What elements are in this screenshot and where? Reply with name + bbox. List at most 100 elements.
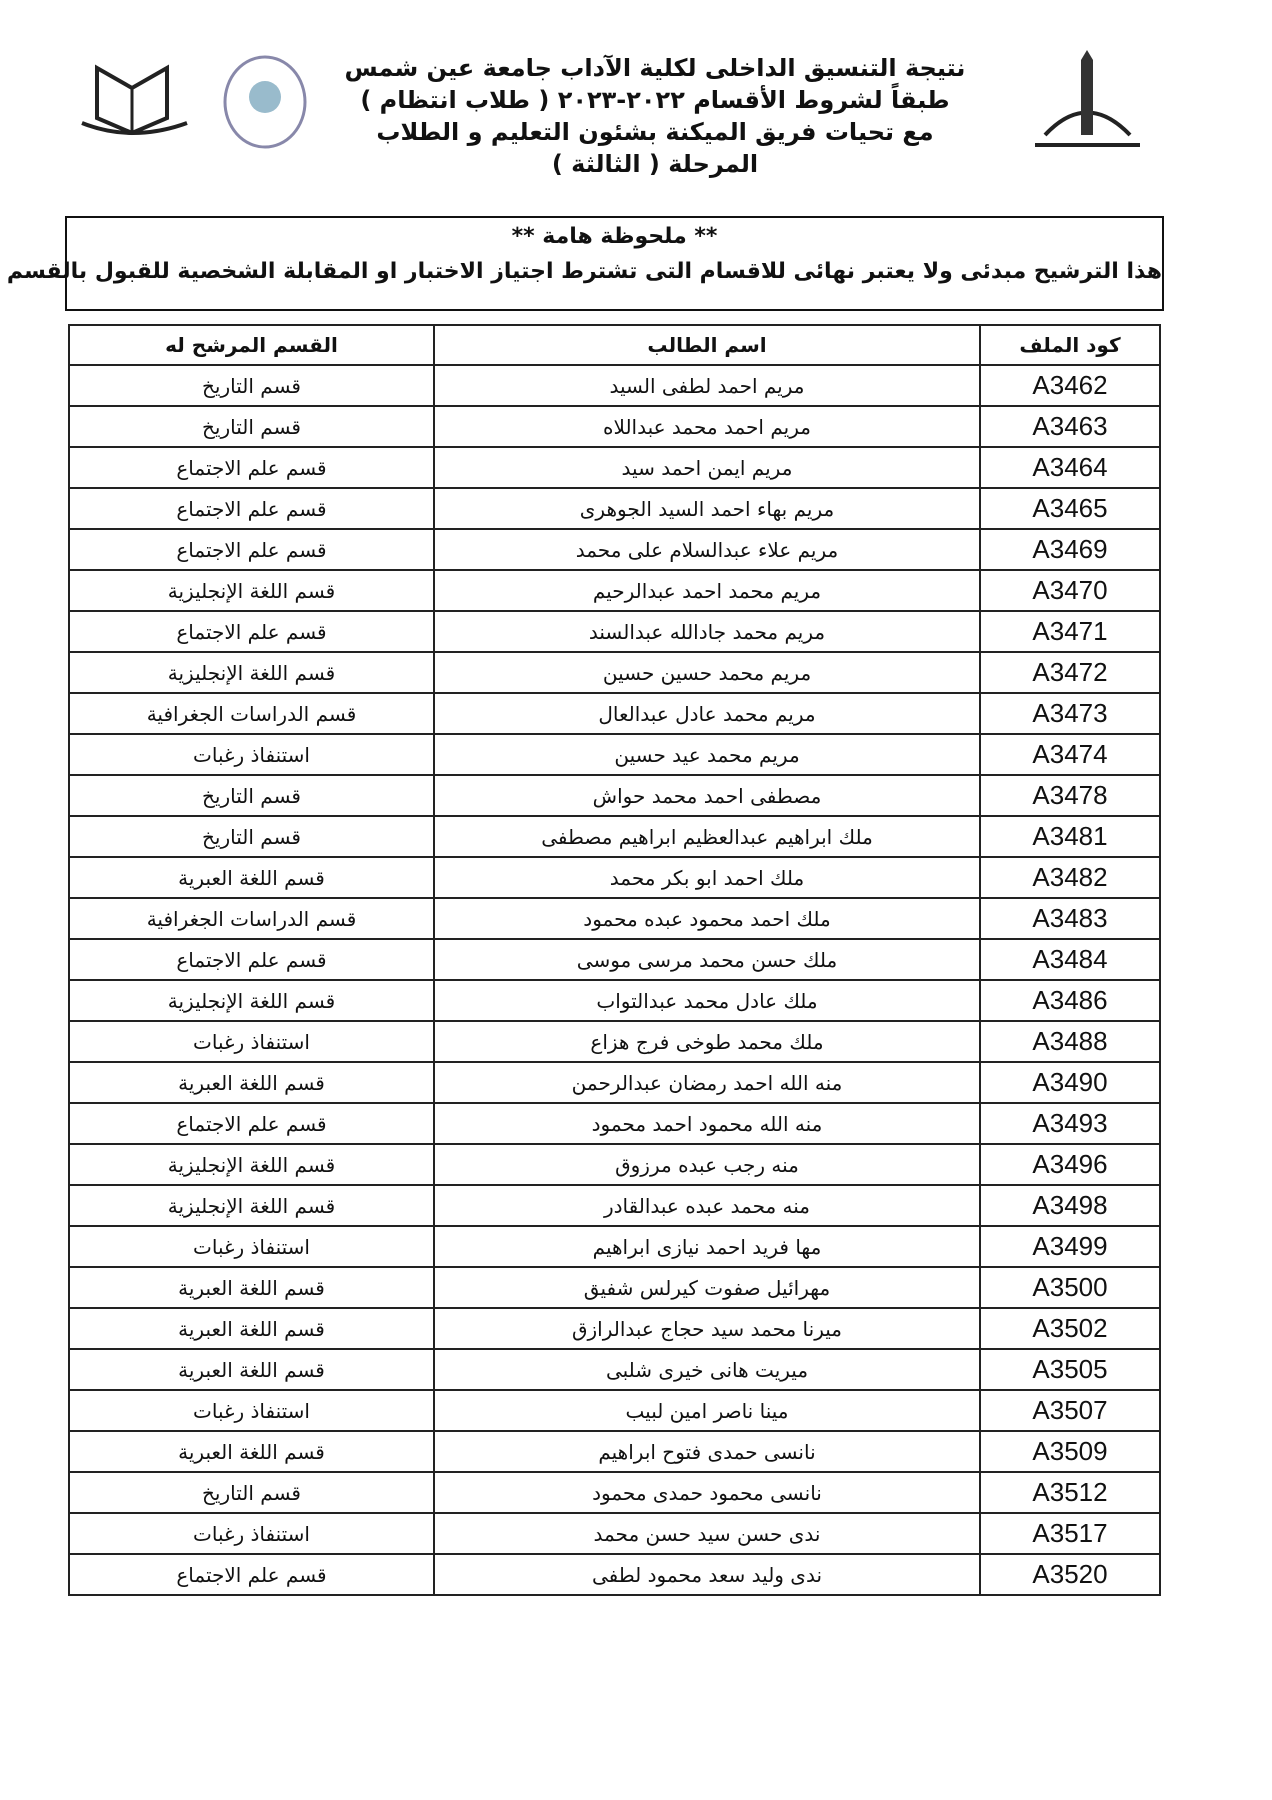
table-row: A3500 مهرائيل صفوت كيرلس شفيق قسم اللغة ال…	[68, 1266, 1161, 1309]
student-name: مريم علاء عبدالسلام على محمد	[433, 528, 981, 571]
file-code: A3470	[979, 569, 1161, 612]
department: قسم اللغة الإنجليزية	[68, 651, 435, 694]
note-title: ** ملحوظة هامة **	[511, 224, 718, 249]
file-code: A3500	[979, 1266, 1161, 1309]
table-row: A3502 ميرنا محمد سيد حجاج عبدالرازق قسم ال…	[68, 1307, 1161, 1350]
title-line: مع تحيات فريق الميكنة بشئون التعليم و ال…	[376, 118, 934, 146]
student-name: ميريت هانى خيرى شلبى	[433, 1348, 981, 1391]
table-row: A3490 منه الله احمد رمضان عبدالرحمن قسم ال…	[68, 1061, 1161, 1104]
file-code: A3464	[979, 446, 1161, 489]
table-row: A3462 مريم احمد لطفى السيد قسم التاريخ	[68, 364, 1161, 407]
department: قسم التاريخ	[68, 774, 435, 817]
file-code: A3482	[979, 856, 1161, 899]
file-code: A3474	[979, 733, 1161, 776]
department: قسم اللغة العبرية	[68, 1061, 435, 1104]
student-name: ملك احمد محمود عبده محمود	[433, 897, 981, 940]
table-row: A3486 ملك عادل محمد عبدالتواب قسم اللغة ال…	[68, 979, 1161, 1022]
column-header: اسم الطالب	[433, 324, 981, 366]
table-row: A3472 مريم محمد حسين حسين قسم اللغة الإنجل…	[68, 651, 1161, 694]
student-name: مينا ناصر امين لبيب	[433, 1389, 981, 1432]
table-row: A3496 منه رجب عبده مرزوق قسم اللغة الإنجلي…	[68, 1143, 1161, 1186]
student-name: مريم محمد عادل عبدالعال	[433, 692, 981, 735]
student-name: نانسى محمود حمدى محمود	[433, 1471, 981, 1514]
department: قسم التاريخ	[68, 815, 435, 858]
file-code: A3505	[979, 1348, 1161, 1391]
student-name: ملك محمد طوخى فرج هزاع	[433, 1020, 981, 1063]
student-name: مريم احمد لطفى السيد	[433, 364, 981, 407]
department: قسم الدراسات الجغرافية	[68, 897, 435, 940]
table-row: A3469 مريم علاء عبدالسلام على محمد قسم علم…	[68, 528, 1161, 571]
column-header: كود الملف	[979, 324, 1161, 366]
department: قسم اللغة العبرية	[68, 856, 435, 899]
department: قسم اللغة العبرية	[68, 1307, 435, 1350]
file-code: A3490	[979, 1061, 1161, 1104]
department: قسم اللغة العبرية	[68, 1266, 435, 1309]
department: قسم علم الاجتماع	[68, 487, 435, 530]
note-text: هذا الترشيح مبدئى ولا يعتبر نهائى للاقسا…	[6, 259, 1162, 284]
title-line: المرحلة ( الثالثة )	[551, 150, 759, 178]
student-name: ملك حسن محمد مرسى موسى	[433, 938, 981, 981]
table-row: A3481 ملك ابراهيم عبدالعظيم ابراهيم مصطفى…	[68, 815, 1161, 858]
file-code: A3509	[979, 1430, 1161, 1473]
table-row: A3505 ميريت هانى خيرى شلبى قسم اللغة العبر…	[68, 1348, 1161, 1391]
table-row: A3478 مصطفى احمد محمد حواش قسم التاريخ	[68, 774, 1161, 817]
table-row: A3520 ندى وليد سعد محمود لطفى قسم علم الاج…	[68, 1553, 1161, 1596]
table-row: A3499 مها فريد احمد نيازى ابراهيم استنفاذ …	[68, 1225, 1161, 1268]
department: قسم اللغة الإنجليزية	[68, 1143, 435, 1186]
table-row: A3493 منه الله محمود احمد محمود قسم علم ال…	[68, 1102, 1161, 1145]
table-row: A3463 مريم احمد محمد عبداللاه قسم التاريخ	[68, 405, 1161, 448]
table-row: A3464 مريم ايمن احمد سيد قسم علم الاجتماع	[68, 446, 1161, 489]
student-name: منه محمد عبده عبدالقادر	[433, 1184, 981, 1227]
department: قسم التاريخ	[68, 405, 435, 448]
student-name: ملك ابراهيم عبدالعظيم ابراهيم مصطفى	[433, 815, 981, 858]
table-row: A3484 ملك حسن محمد مرسى موسى قسم علم الاجت…	[68, 938, 1161, 981]
student-name: منه رجب عبده مرزوق	[433, 1143, 981, 1186]
department: قسم علم الاجتماع	[68, 938, 435, 981]
table-row: A3488 ملك محمد طوخى فرج هزاع استنفاذ رغبات	[68, 1020, 1161, 1063]
department: قسم اللغة العبرية	[68, 1430, 435, 1473]
file-code: A3462	[979, 364, 1161, 407]
table-row: A3465 مريم بهاء احمد السيد الجوهرى قسم علم…	[68, 487, 1161, 530]
institute-logo	[223, 55, 307, 149]
file-code: A3484	[979, 938, 1161, 981]
title-line: طبقاً لشروط الأقسام ٢٠٢٢-٢٠٢٣ ( طلاب انت…	[360, 86, 950, 114]
department: قسم علم الاجتماع	[68, 446, 435, 489]
file-code: A3481	[979, 815, 1161, 858]
student-name: مريم محمد عيد حسين	[433, 733, 981, 776]
student-name: مصطفى احمد محمد حواش	[433, 774, 981, 817]
department: قسم اللغة الإنجليزية	[68, 1184, 435, 1227]
student-name: منه الله محمود احمد محمود	[433, 1102, 981, 1145]
department: قسم اللغة العبرية	[68, 1348, 435, 1391]
file-code: A3520	[979, 1553, 1161, 1596]
note-box: ** ملحوظة هامة ** هذا الترشيح مبدئى ولا …	[6, 216, 1164, 311]
header-row: كود الملف اسم الطالب القسم المرشح له	[68, 324, 1161, 366]
student-name: مريم محمد احمد عبدالرحيم	[433, 569, 981, 612]
file-code: A3502	[979, 1307, 1161, 1350]
student-name: مهرائيل صفوت كيرلس شفيق	[433, 1266, 981, 1309]
department: قسم اللغة الإنجليزية	[68, 979, 435, 1022]
department: استنفاذ رغبات	[68, 1389, 435, 1432]
file-code: A3493	[979, 1102, 1161, 1145]
student-name: ملك عادل محمد عبدالتواب	[433, 979, 981, 1022]
file-code: A3463	[979, 405, 1161, 448]
file-code: A3507	[979, 1389, 1161, 1432]
table-row: A3509 نانسى حمدى فتوح ابراهيم قسم اللغة ال…	[68, 1430, 1161, 1473]
student-name: نانسى حمدى فتوح ابراهيم	[433, 1430, 981, 1473]
file-code: A3498	[979, 1184, 1161, 1227]
student-name: منه الله احمد رمضان عبدالرحمن	[433, 1061, 981, 1104]
table-row: A3517 ندى حسن سيد حسن محمد استنفاذ رغبات	[68, 1512, 1161, 1555]
table-row: A3482 ملك احمد ابو بكر محمد قسم اللغة العب…	[68, 856, 1161, 899]
student-name: مريم احمد محمد عبداللاه	[433, 405, 981, 448]
student-name: ملك احمد ابو بكر محمد	[433, 856, 981, 899]
file-code: A3496	[979, 1143, 1161, 1186]
table-row: A3512 نانسى محمود حمدى محمود قسم التاريخ	[68, 1471, 1161, 1514]
file-code: A3478	[979, 774, 1161, 817]
file-code: A3469	[979, 528, 1161, 571]
student-name: ميرنا محمد سيد حجاج عبدالرازق	[433, 1307, 981, 1350]
table-row: A3473 مريم محمد عادل عبدالعال قسم الدراسات…	[68, 692, 1161, 735]
file-code: A3472	[979, 651, 1161, 694]
student-name: ندى وليد سعد محمود لطفى	[433, 1553, 981, 1596]
file-code: A3465	[979, 487, 1161, 530]
file-code: A3473	[979, 692, 1161, 735]
department: قسم علم الاجتماع	[68, 610, 435, 653]
